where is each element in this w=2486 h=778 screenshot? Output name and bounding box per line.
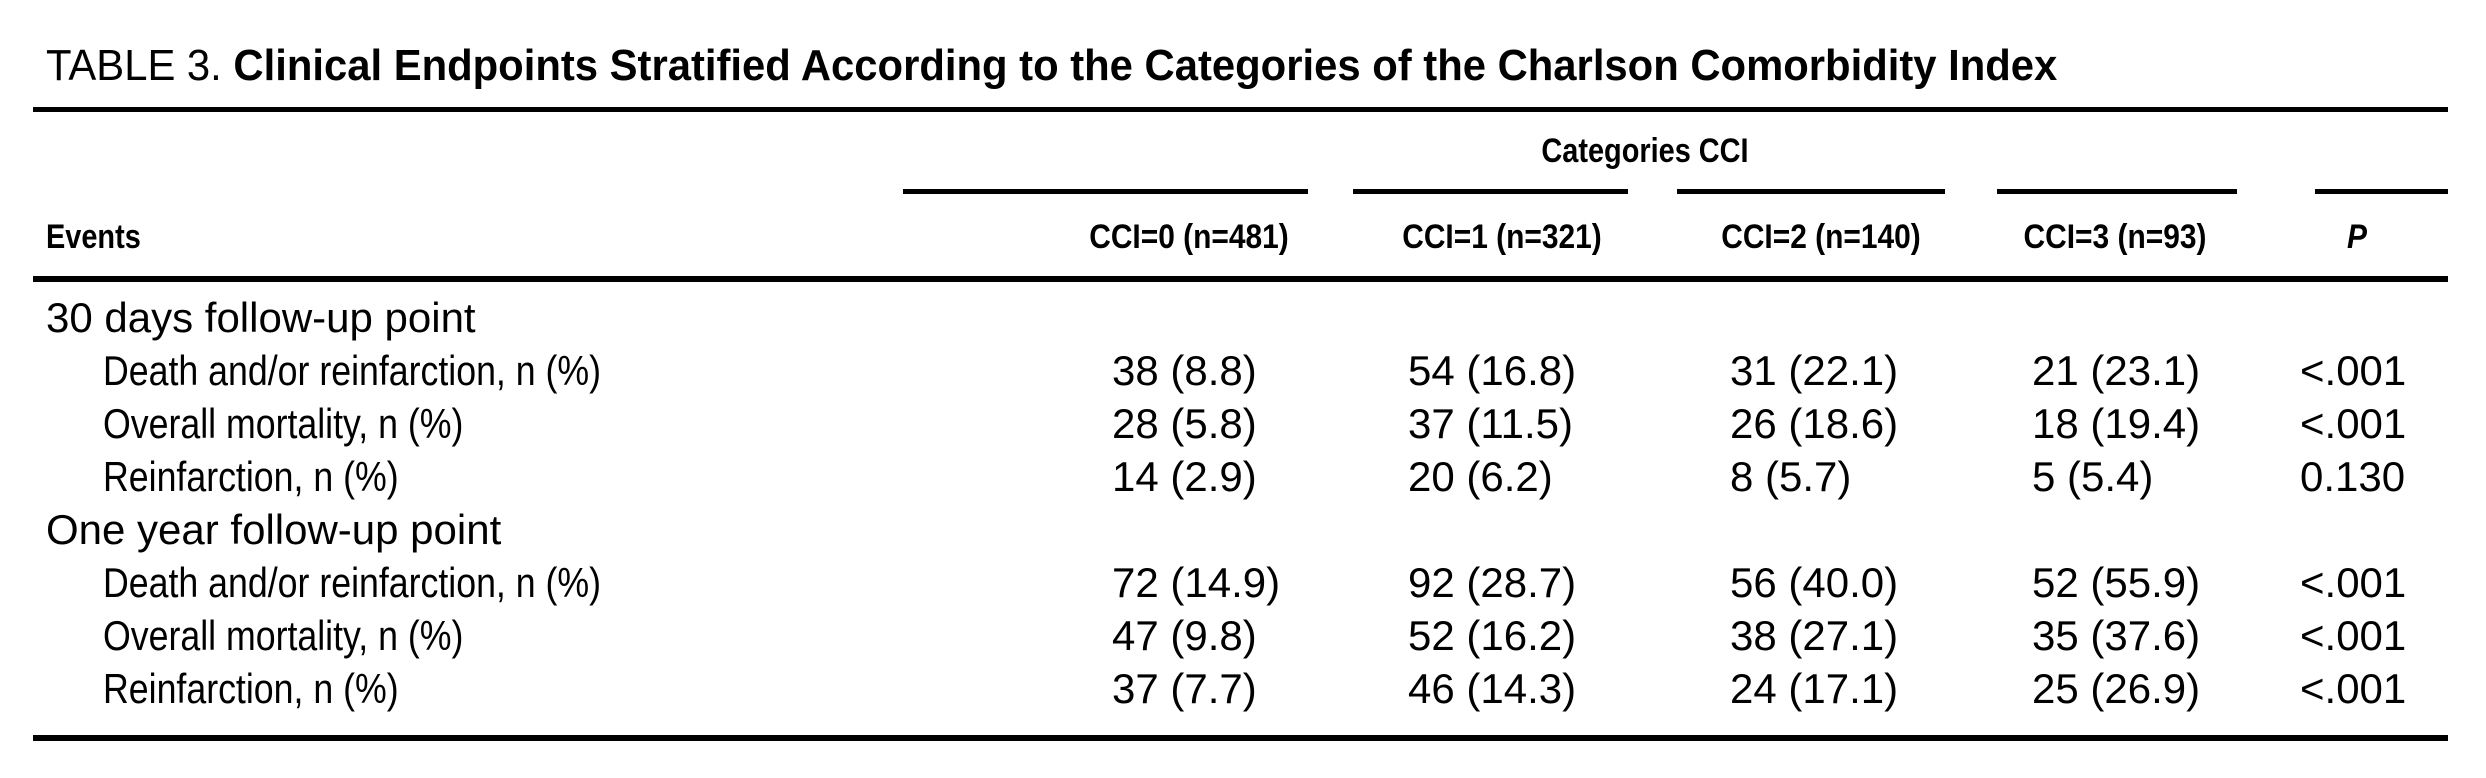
column-header-cci3: CCI=3 (n=93) bbox=[2023, 218, 2207, 256]
spanner-rule-cci0 bbox=[903, 189, 1308, 194]
column-header-cci1: CCI=1 (n=321) bbox=[1402, 218, 1602, 256]
table-cell: 38 (8.8) bbox=[1112, 347, 1257, 394]
table-number: TABLE 3. bbox=[46, 41, 222, 90]
row-label: Death and/or reinfarction, n (%) bbox=[103, 347, 602, 394]
table-cell: 38 (27.1) bbox=[1730, 612, 1899, 659]
spanner-rule-p bbox=[2315, 189, 2448, 194]
table-cell: 31 (22.1) bbox=[1730, 347, 1899, 394]
table-cell: 54 (16.8) bbox=[1408, 347, 1577, 394]
column-header-p: P bbox=[2347, 218, 2367, 256]
table-cell: 46 (14.3) bbox=[1408, 665, 1577, 712]
table-cell: 14 (2.9) bbox=[1112, 453, 1257, 500]
table-cell: 72 (14.9) bbox=[1112, 559, 1281, 606]
row-label: Overall mortality, n (%) bbox=[103, 612, 464, 659]
p-value-cell: <.001 bbox=[2300, 347, 2407, 394]
table-cell: 52 (55.9) bbox=[2032, 559, 2201, 606]
table-cell: 18 (19.4) bbox=[2032, 400, 2201, 447]
table-cell: 26 (18.6) bbox=[1730, 400, 1899, 447]
row-label: Reinfarction, n (%) bbox=[103, 453, 399, 500]
table-cell: 5 (5.4) bbox=[2032, 453, 2154, 500]
table-cell: 52 (16.2) bbox=[1408, 612, 1577, 659]
table-caption: Clinical Endpoints Stratified According … bbox=[233, 41, 2058, 90]
row-label: Death and/or reinfarction, n (%) bbox=[103, 559, 602, 606]
column-header-cci2: CCI=2 (n=140) bbox=[1721, 218, 1921, 256]
table-cell: 24 (17.1) bbox=[1730, 665, 1899, 712]
section-label: 30 days follow-up point bbox=[46, 294, 476, 341]
row-label: Reinfarction, n (%) bbox=[103, 665, 399, 712]
table-cell: 20 (6.2) bbox=[1408, 453, 1553, 500]
table-cell: 8 (5.7) bbox=[1730, 453, 1852, 500]
table-cell: 28 (5.8) bbox=[1112, 400, 1257, 447]
table-cell: 56 (40.0) bbox=[1730, 559, 1899, 606]
table-cell: 35 (37.6) bbox=[2032, 612, 2201, 659]
p-value-cell: 0.130 bbox=[2300, 453, 2406, 500]
row-label: Overall mortality, n (%) bbox=[103, 400, 464, 447]
top-rule bbox=[33, 107, 2448, 112]
p-value-cell: <.001 bbox=[2300, 559, 2407, 606]
table-cell: 47 (9.8) bbox=[1112, 612, 1257, 659]
table-cell: 37 (11.5) bbox=[1408, 400, 1573, 447]
p-value-cell: <.001 bbox=[2300, 665, 2407, 712]
spanner-rule-cci2 bbox=[1677, 189, 1945, 194]
p-value-cell: <.001 bbox=[2300, 400, 2407, 447]
spanner-rule-cci1 bbox=[1353, 189, 1628, 194]
column-header-events: Events bbox=[46, 218, 141, 256]
table-cell: 37 (7.7) bbox=[1112, 665, 1257, 712]
spanner-rule-cci3 bbox=[1997, 189, 2237, 194]
table-cell: 21 (23.1) bbox=[2032, 347, 2201, 394]
column-header-cci0: CCI=0 (n=481) bbox=[1089, 218, 1289, 256]
section-label: One year follow-up point bbox=[46, 506, 502, 553]
table-title: TABLE 3. Clinical Endpoints Stratified A… bbox=[46, 44, 2057, 88]
table-cell: 92 (28.7) bbox=[1408, 559, 1577, 606]
p-value-cell: <.001 bbox=[2300, 612, 2407, 659]
column-group-header: Categories CCI bbox=[1541, 132, 1749, 170]
header-rule bbox=[33, 276, 2448, 282]
table-cell: 25 (26.9) bbox=[2032, 665, 2201, 712]
bottom-rule bbox=[33, 735, 2448, 741]
